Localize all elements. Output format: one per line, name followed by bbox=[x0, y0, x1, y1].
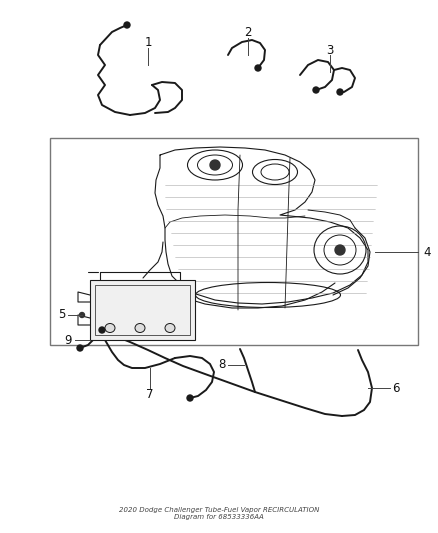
Text: 1: 1 bbox=[144, 36, 152, 50]
Bar bbox=[95, 285, 190, 335]
Text: 2020 Dodge Challenger Tube-Fuel Vapor RECIRCULATION
Diagram for 68533336AA: 2020 Dodge Challenger Tube-Fuel Vapor RE… bbox=[119, 507, 319, 520]
Circle shape bbox=[80, 312, 85, 318]
Circle shape bbox=[337, 89, 343, 95]
Circle shape bbox=[335, 245, 345, 255]
Text: 6: 6 bbox=[392, 382, 400, 394]
Text: 9: 9 bbox=[64, 334, 72, 346]
Text: 8: 8 bbox=[218, 359, 226, 372]
Text: 3: 3 bbox=[326, 44, 334, 56]
Ellipse shape bbox=[165, 324, 175, 333]
Bar bbox=[90, 280, 195, 340]
Circle shape bbox=[124, 22, 130, 28]
Circle shape bbox=[187, 395, 193, 401]
Ellipse shape bbox=[105, 324, 115, 333]
Bar bbox=[50, 138, 418, 345]
Circle shape bbox=[210, 160, 220, 170]
Circle shape bbox=[77, 345, 83, 351]
Text: 4: 4 bbox=[423, 246, 431, 259]
Circle shape bbox=[99, 327, 105, 333]
Circle shape bbox=[313, 87, 319, 93]
Text: 7: 7 bbox=[146, 389, 154, 401]
Ellipse shape bbox=[135, 324, 145, 333]
Circle shape bbox=[255, 65, 261, 71]
Text: 2: 2 bbox=[244, 27, 252, 39]
Text: 5: 5 bbox=[58, 309, 66, 321]
